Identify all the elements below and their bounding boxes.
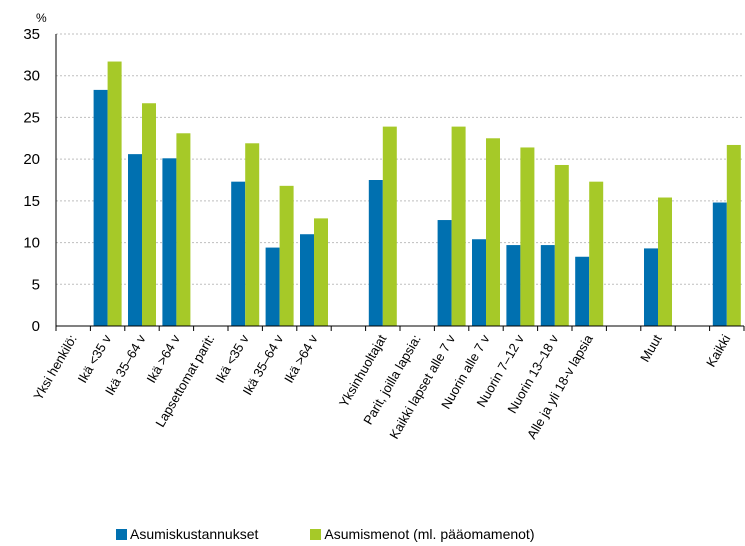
- legend: Asumiskustannukset Asumismenot (ml. pääo…: [116, 526, 586, 542]
- bar-asumismenot: [486, 138, 500, 326]
- bar-asumiskustannukset: [128, 154, 142, 326]
- bar-asumismenot: [382, 126, 397, 326]
- legend-item-asumismenot: Asumismenot (ml. pääomamenot): [310, 526, 534, 542]
- y-tick-label: 30: [23, 68, 40, 85]
- x-category-label: Alle ja yli 18-v lapsia: [524, 331, 596, 441]
- y-tick-label: 5: [32, 276, 40, 293]
- bar-asumiskustannukset: [368, 180, 383, 326]
- bar-asumiskustannukset: [265, 247, 280, 326]
- legend-label: Asumiskustannukset: [130, 526, 259, 542]
- bars: [93, 61, 741, 326]
- gridlines: [56, 33, 744, 285]
- legend-swatch-green: [310, 528, 322, 540]
- y-tick-label: 0: [32, 318, 40, 335]
- bar-asumismenot: [589, 181, 604, 326]
- bar-asumiskustannukset: [231, 181, 246, 326]
- y-tick-label: 15: [23, 193, 40, 210]
- bar-asumiskustannukset: [300, 234, 314, 326]
- bar-asumiskustannukset: [162, 158, 177, 326]
- bar-asumismenot: [314, 218, 328, 326]
- bar-asumismenot: [107, 61, 122, 326]
- bar-asumiskustannukset: [506, 245, 521, 326]
- y-tick-label: 25: [23, 109, 40, 126]
- bar-asumiskustannukset: [712, 202, 727, 326]
- bar-asumismenot: [279, 185, 294, 326]
- y-unit-label: %: [36, 11, 47, 25]
- bar-asumiskustannukset: [437, 220, 452, 326]
- x-category-label: Muut: [637, 332, 665, 365]
- bar-asumismenot: [658, 197, 672, 326]
- bar-asumiskustannukset: [472, 239, 486, 326]
- bar-asumiskustannukset: [644, 248, 658, 326]
- bar-asumiskustannukset: [540, 245, 555, 326]
- legend-swatch-blue: [116, 528, 127, 540]
- bar-asumiskustannukset: [93, 89, 108, 326]
- x-category-label: Kaikki: [703, 332, 733, 370]
- y-tick-label: 10: [23, 235, 40, 252]
- bar-asumismenot: [176, 133, 191, 326]
- x-category-label: Yksi henkilö:: [30, 332, 79, 403]
- bar-chart: % 0 5 10 15 20 25 30 35 Yksi henkilö:Ikä <35 vI…: [23, 11, 745, 442]
- bar-asumiskustannukset: [575, 256, 590, 326]
- legend-item-asumiskustannukset: Asumiskustannukset: [116, 526, 258, 542]
- bar-asumismenot: [520, 147, 535, 326]
- bar-asumismenot: [142, 103, 156, 326]
- y-axis: 0 5 10 15 20 25 30 35: [23, 26, 57, 335]
- bar-asumismenot: [726, 144, 741, 326]
- x-category-label: Ikä >64 v: [281, 332, 321, 386]
- y-tick-label: 20: [23, 151, 40, 168]
- legend-label: Asumismenot (ml. pääomamenot): [324, 526, 535, 542]
- bar-asumismenot: [554, 164, 569, 326]
- y-tick-label: 35: [23, 26, 40, 43]
- bar-asumismenot: [245, 143, 260, 326]
- bar-asumismenot: [451, 126, 466, 326]
